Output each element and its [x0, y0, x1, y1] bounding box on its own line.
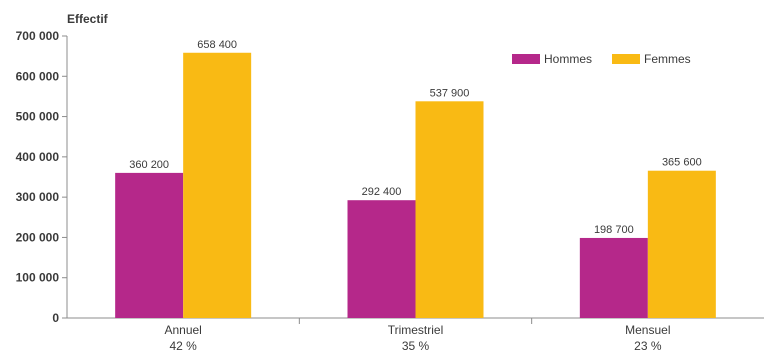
bar-hommes-mensuel: [579, 237, 648, 318]
y-tick-label: 300 000: [16, 190, 60, 204]
legend-swatch-femmes: [612, 54, 640, 64]
y-axis: 0 100 000 200 000 300 000 400 000 500 000 600 …: [16, 29, 68, 325]
data-label: 360 200: [129, 159, 169, 171]
data-label: 198 700: [594, 224, 634, 236]
data-label: 658 400: [197, 39, 237, 51]
y-tick-label: 400 000: [16, 150, 60, 164]
bars: 360 200 658 400 292 400 537 900 198 700 365 6…: [115, 39, 716, 319]
y-tick-label: 100 000: [16, 271, 60, 285]
legend-label-femmes: Femmes: [644, 52, 691, 66]
category-share-label: 35 %: [402, 339, 430, 353]
y-tick-label: 500 000: [16, 110, 60, 124]
category-label: Mensuel: [625, 323, 670, 337]
category-label: Trimestriel: [388, 323, 444, 337]
data-label: 292 400: [362, 186, 402, 198]
x-axis: Annuel 42 % Trimestriel 35 % Mensuel 23 %: [67, 317, 764, 353]
data-label: 537 900: [430, 87, 470, 99]
legend-swatch-hommes: [512, 54, 540, 64]
category-share-label: 23 %: [634, 339, 662, 353]
category-label: Annuel: [164, 323, 201, 337]
y-tick-label: 200 000: [16, 230, 60, 244]
bar-femmes-mensuel: [647, 170, 716, 318]
category-share-label: 42 %: [169, 339, 197, 353]
y-tick-label: 600 000: [16, 69, 60, 83]
y-axis-label: Effectif: [67, 12, 109, 26]
data-label: 365 600: [662, 157, 702, 169]
bar-hommes-annuel: [115, 172, 184, 318]
legend-label-hommes: Hommes: [544, 52, 592, 66]
bar-femmes-trimestriel: [415, 101, 484, 318]
legend: Hommes Femmes: [512, 52, 691, 66]
bar-femmes-annuel: [183, 52, 252, 319]
bar-hommes-trimestriel: [347, 200, 416, 318]
y-tick-label: 0: [52, 311, 59, 325]
y-tick-label: 700 000: [16, 29, 60, 43]
